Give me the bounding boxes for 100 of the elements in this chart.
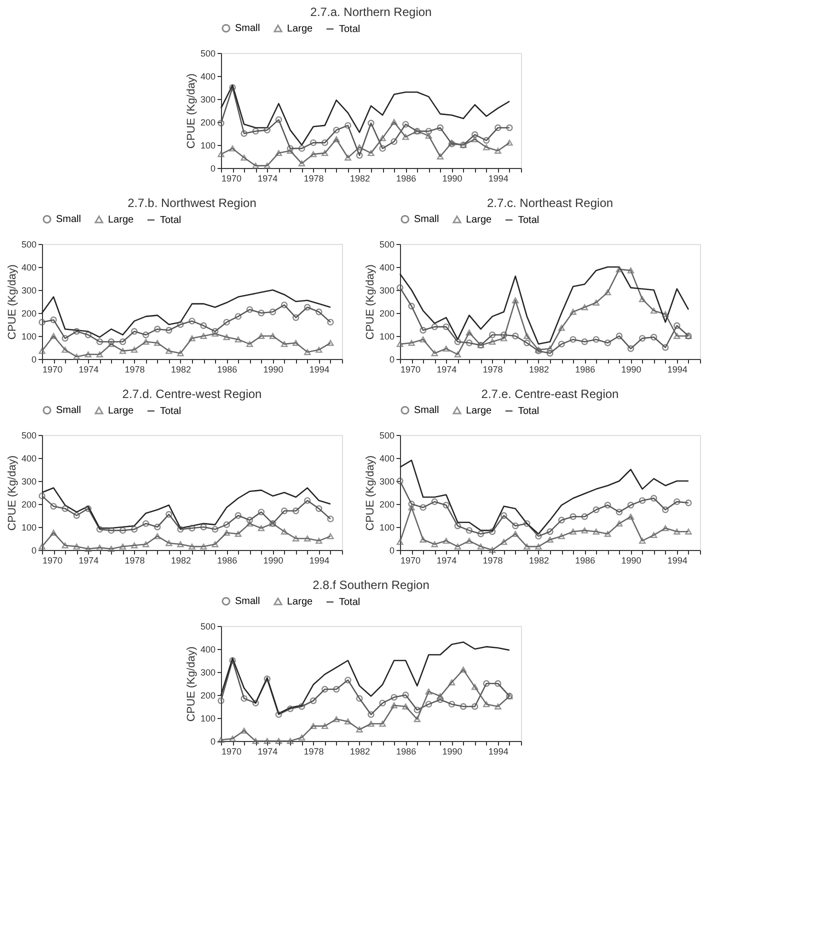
point <box>229 657 236 664</box>
point <box>304 349 311 356</box>
point <box>280 508 288 514</box>
point <box>304 497 311 504</box>
point <box>73 512 80 519</box>
point <box>229 736 236 742</box>
point <box>442 502 450 508</box>
x-tick-label: 1974 <box>78 364 99 374</box>
point <box>229 145 236 152</box>
point <box>142 520 150 527</box>
point <box>581 338 588 346</box>
chart-title: 2.7.d. Centre-west Region <box>122 387 262 401</box>
point <box>650 334 658 340</box>
point <box>674 322 680 329</box>
point <box>286 705 294 712</box>
point <box>62 505 68 512</box>
x-tick-label: 1970 <box>42 364 63 374</box>
y-tick-label: 200 <box>379 500 394 510</box>
point <box>454 522 462 530</box>
point <box>662 311 669 318</box>
point <box>200 322 207 329</box>
y-axis-title: CPUE (Kg/day) <box>6 264 18 340</box>
point <box>298 734 306 741</box>
point <box>142 332 150 338</box>
point <box>108 341 115 348</box>
point <box>252 700 259 706</box>
point <box>466 340 473 346</box>
x-tick-label: 1974 <box>258 174 278 184</box>
x-tick-label: 1982 <box>170 556 191 566</box>
point <box>269 333 276 339</box>
point <box>333 716 340 722</box>
point <box>442 346 450 352</box>
point <box>558 340 565 348</box>
y-tick-label: 0 <box>389 546 394 556</box>
point <box>252 128 259 135</box>
point <box>333 686 340 693</box>
point <box>662 506 669 514</box>
point <box>280 528 288 535</box>
point <box>408 500 415 508</box>
point <box>62 542 68 548</box>
point <box>592 528 600 535</box>
point <box>494 704 502 710</box>
point <box>616 332 623 340</box>
point <box>73 544 80 550</box>
chart-title: 2.7.a. Northern Region <box>310 5 432 19</box>
point <box>188 524 196 532</box>
point <box>142 541 150 548</box>
point <box>402 120 409 128</box>
point <box>431 323 438 330</box>
point <box>488 332 496 338</box>
y-tick-label: 300 <box>21 286 36 296</box>
point <box>275 711 282 718</box>
y-tick-label: 200 <box>200 118 216 128</box>
point <box>638 538 646 544</box>
x-tick-label: 1974 <box>78 556 99 566</box>
y-tick-label: 100 <box>379 332 394 342</box>
point <box>402 134 409 140</box>
point <box>379 720 386 727</box>
y-tick-label: 500 <box>21 240 36 250</box>
point <box>310 139 317 146</box>
legend-label: Small <box>235 596 260 608</box>
chart-title: 2.8.f Southern Region <box>312 578 430 592</box>
x-tick-label: 1970 <box>400 556 421 566</box>
point <box>218 151 224 158</box>
point <box>674 333 680 339</box>
legend-label: Total <box>518 215 540 226</box>
y-tick-label: 200 <box>21 500 36 510</box>
point <box>448 679 456 686</box>
point <box>524 340 530 346</box>
point <box>650 494 658 502</box>
point <box>454 544 462 550</box>
point <box>252 162 259 169</box>
point <box>546 350 554 357</box>
point <box>298 703 306 710</box>
x-tick-label: 1986 <box>575 556 596 566</box>
point <box>402 704 409 710</box>
point <box>177 321 184 328</box>
legend-label: Total <box>339 597 360 608</box>
point <box>223 318 230 326</box>
point <box>310 697 317 704</box>
point <box>246 306 254 313</box>
point <box>177 350 184 356</box>
legend-label: Total <box>160 215 182 226</box>
point <box>638 497 646 504</box>
point <box>258 310 265 316</box>
point <box>420 326 426 334</box>
point <box>166 540 172 546</box>
point <box>258 508 265 516</box>
point <box>368 711 374 718</box>
chart-title: 2.7.c. Northeast Region <box>486 196 614 210</box>
x-tick-label: 1982 <box>528 556 549 566</box>
legend-label: Large <box>287 596 314 608</box>
point <box>402 692 409 698</box>
point <box>119 544 126 550</box>
point <box>466 527 473 534</box>
point <box>524 333 530 339</box>
point <box>390 119 398 125</box>
point <box>448 700 456 708</box>
y-tick-label: 500 <box>379 240 394 250</box>
y-axis-title: CPUE (Kg/day) <box>364 264 376 340</box>
